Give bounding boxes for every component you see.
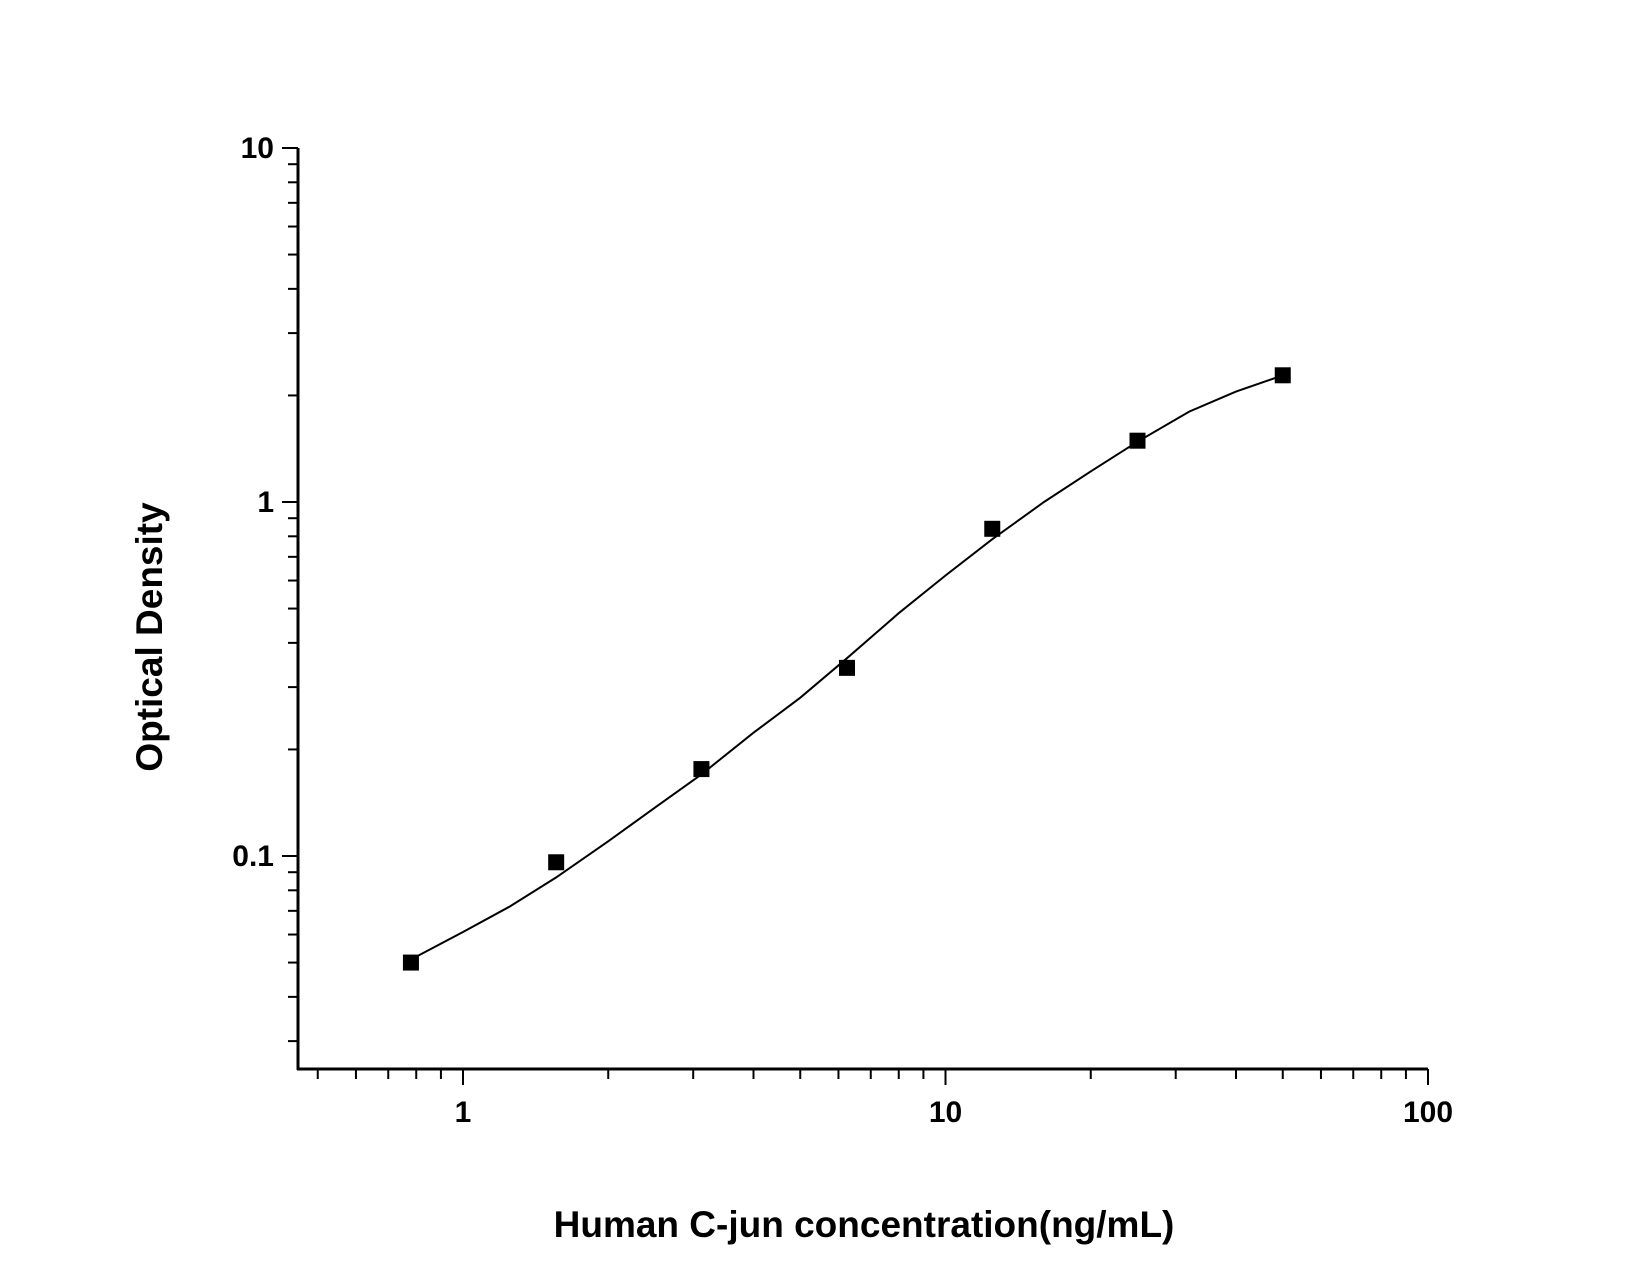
data-points bbox=[402, 367, 1291, 971]
data-point bbox=[693, 761, 710, 778]
y-tick-label: 0.1 bbox=[232, 840, 274, 873]
axes bbox=[296, 148, 1428, 1071]
y-axis-title: Optical Density bbox=[129, 502, 170, 772]
data-point bbox=[1274, 367, 1291, 384]
data-point bbox=[984, 520, 1001, 537]
axis-ticks bbox=[282, 147, 1429, 1085]
data-point bbox=[548, 854, 565, 871]
x-tick-label: 10 bbox=[929, 1096, 962, 1129]
axis-tick-labels: 1 10 100 0.1 1 10 bbox=[232, 132, 1453, 1129]
data-point bbox=[1129, 432, 1146, 449]
x-tick-label: 100 bbox=[1403, 1096, 1453, 1129]
y-tick-label: 1 bbox=[257, 486, 274, 519]
data-point bbox=[839, 659, 856, 676]
y-tick-label: 10 bbox=[241, 132, 274, 165]
x-axis-title: Human C-jun concentration(ng/mL) bbox=[554, 1204, 1175, 1245]
x-tick-label: 1 bbox=[455, 1096, 472, 1129]
data-point bbox=[402, 954, 419, 971]
